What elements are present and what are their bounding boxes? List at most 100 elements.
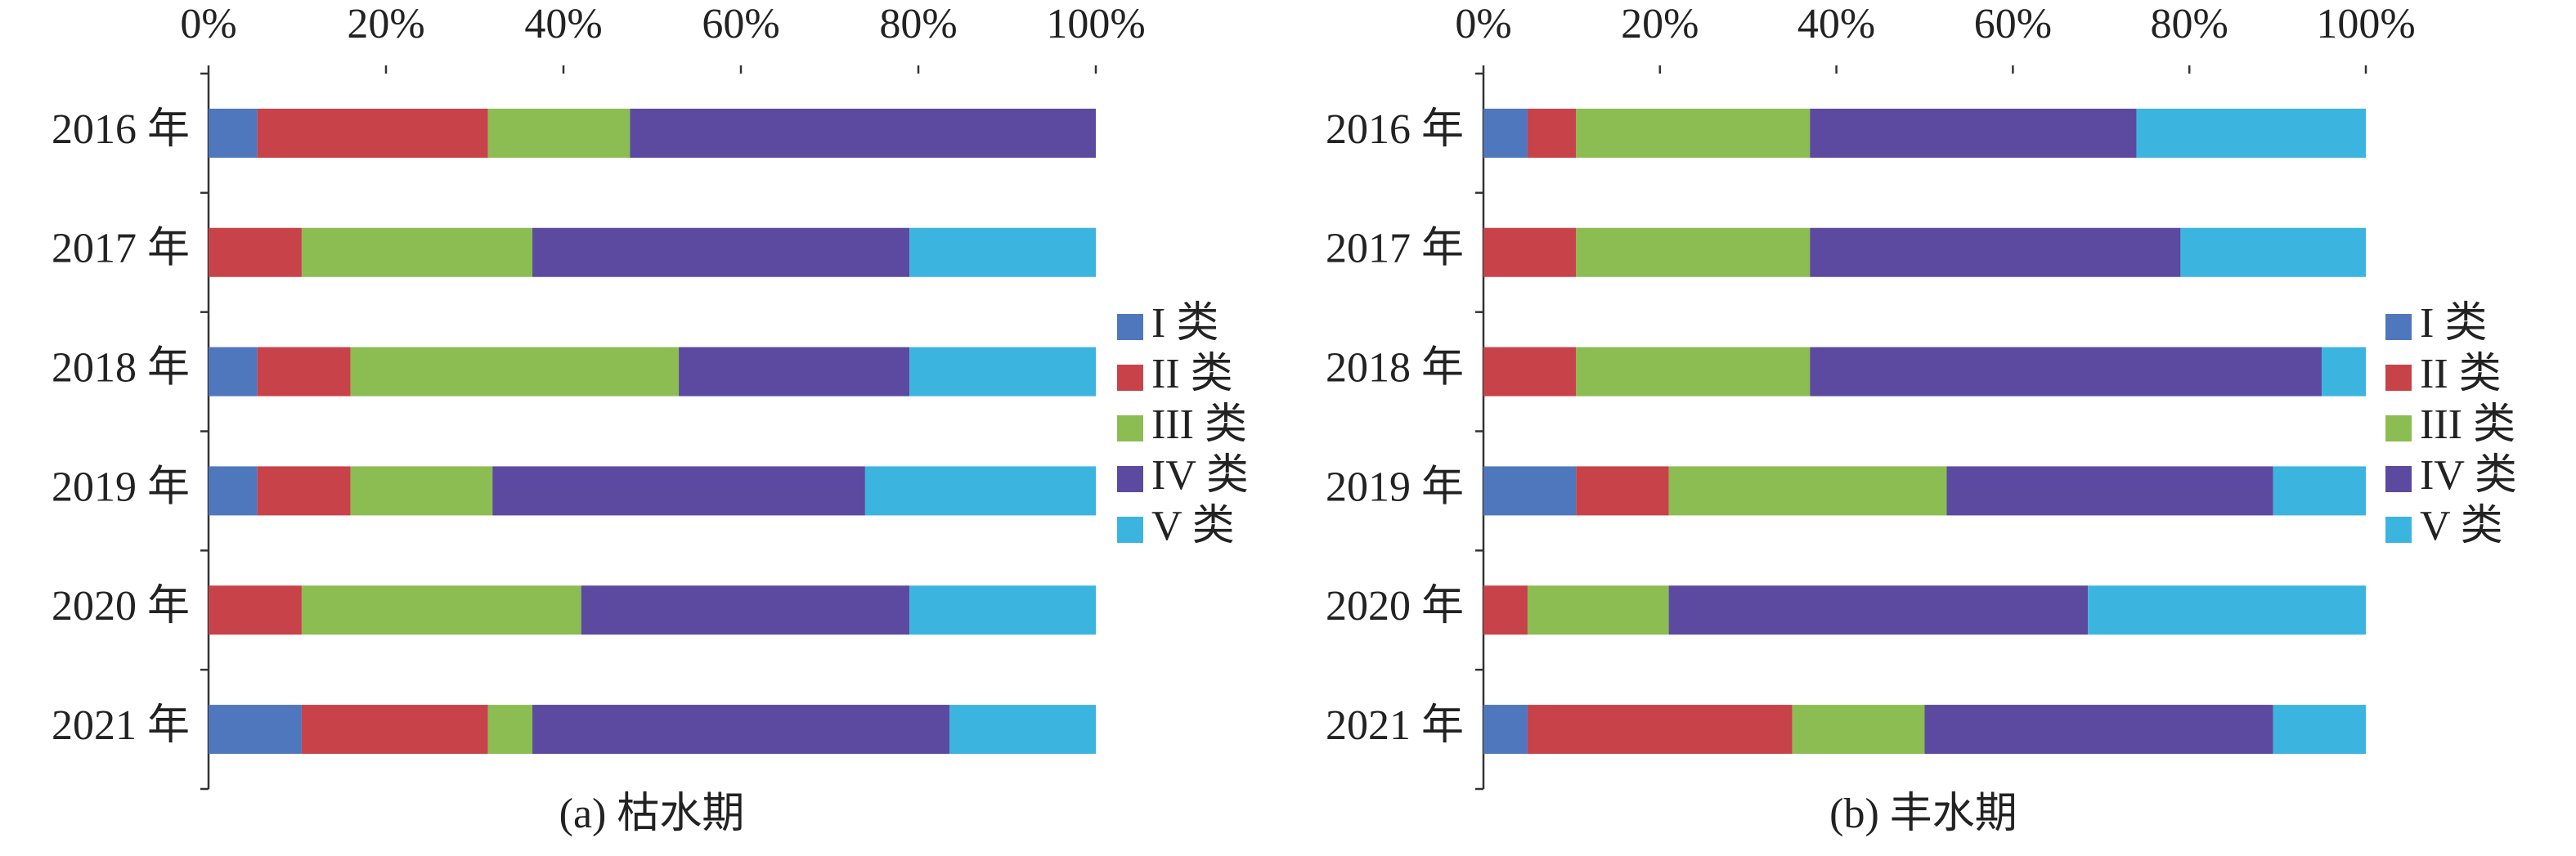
legend-swatch: [2385, 365, 2412, 391]
bar-segment: [909, 227, 1096, 277]
y-tick-label: 2021 年: [1326, 702, 1464, 749]
chart-caption: (b) 丰水期: [1829, 791, 2017, 837]
bar-segment: [209, 227, 302, 277]
bar-segment: [1527, 585, 1669, 635]
bar-segment: [209, 466, 258, 516]
bar-segment: [1576, 347, 1811, 397]
bar-segment: [2322, 347, 2366, 397]
bar-segment: [350, 347, 680, 397]
bar-segment: [1668, 585, 2089, 635]
bar-segment: [679, 347, 910, 397]
bar-segment: [1483, 585, 1528, 635]
legend-label: IV 类: [1151, 452, 1249, 499]
legend-swatch: [1117, 466, 1143, 492]
legend-swatch: [2385, 517, 2412, 543]
legend-swatch: [1117, 415, 1143, 441]
bar-segment: [1810, 347, 2322, 397]
x-tick-label: 100%: [2316, 1, 2415, 47]
bar-segment: [1576, 227, 1811, 277]
bar-segment: [2180, 227, 2366, 277]
y-tick-label: 2018 年: [52, 345, 190, 392]
x-tick-label: 0%: [180, 1, 236, 47]
bar-segment: [1924, 705, 2273, 755]
y-tick-label: 2017 年: [1326, 226, 1464, 272]
bar-segment: [532, 227, 910, 277]
legend-label: I 类: [1151, 300, 1218, 347]
y-tick-label: 2019 年: [1326, 464, 1464, 510]
bar-segment: [864, 466, 1096, 516]
bar-segment: [209, 347, 258, 397]
bar-segment: [257, 347, 351, 397]
bar-segment: [209, 705, 302, 755]
x-tick-label: 80%: [879, 1, 957, 47]
bar-segment: [1483, 108, 1528, 158]
y-tick-label: 2021 年: [52, 702, 190, 749]
y-tick-label: 2020 年: [52, 583, 190, 630]
bar-segment: [532, 705, 949, 755]
legend-label: V 类: [1151, 503, 1235, 549]
bar-segment: [301, 585, 581, 635]
x-tick-label: 80%: [2151, 1, 2228, 47]
bar-segment: [2273, 466, 2366, 516]
bar-segment: [909, 347, 1096, 397]
x-tick-label: 60%: [702, 1, 779, 47]
bar-segment: [301, 227, 533, 277]
y-tick-label: 2019 年: [52, 464, 190, 510]
bar-segment: [1483, 466, 1577, 516]
bar-segment: [1576, 466, 1669, 516]
x-tick-label: 60%: [1974, 1, 2052, 47]
legend-swatch: [1117, 314, 1143, 340]
x-tick-label: 100%: [1046, 1, 1145, 47]
bar-segment: [949, 705, 1096, 755]
x-tick-label: 20%: [347, 1, 424, 47]
bar-segment: [1483, 227, 1577, 277]
bar-segment: [1668, 466, 1947, 516]
legend-label: III 类: [1151, 401, 1247, 448]
legend-label: V 类: [2420, 503, 2503, 549]
y-tick-label: 2020 年: [1326, 583, 1464, 630]
bar-segment: [1527, 705, 1793, 755]
bar-segment: [1576, 108, 1811, 158]
bar-segment: [257, 466, 351, 516]
legend-swatch: [1117, 517, 1143, 543]
legend-label: II 类: [2420, 351, 2502, 397]
legend-swatch: [2385, 415, 2412, 441]
bar-segment: [492, 466, 865, 516]
bar-segment: [1483, 705, 1528, 755]
legend-label: III 类: [2420, 401, 2515, 448]
x-tick-label: 20%: [1621, 1, 1699, 47]
bar-segment: [1527, 108, 1577, 158]
bar-segment: [1810, 108, 2137, 158]
legend-swatch: [2385, 314, 2412, 340]
bar-segment: [209, 585, 302, 635]
bar-segment: [2273, 705, 2366, 755]
bar-segment: [1810, 227, 2181, 277]
bar-segment: [1946, 466, 2273, 516]
y-tick-label: 2016 年: [52, 106, 190, 153]
bar-segment: [487, 108, 631, 158]
legend-swatch: [2385, 466, 2412, 492]
bar-segment: [1792, 705, 1925, 755]
x-tick-label: 0%: [1455, 1, 1511, 47]
x-tick-label: 40%: [524, 1, 602, 47]
legend-label: I 类: [2420, 300, 2487, 347]
bar-segment: [909, 585, 1096, 635]
y-tick-label: 2016 年: [1326, 106, 1464, 153]
legend-label: II 类: [1151, 351, 1233, 397]
bar-segment: [301, 705, 488, 755]
y-tick-label: 2017 年: [52, 226, 190, 272]
y-tick-label: 2018 年: [1326, 345, 1464, 392]
bar-segment: [630, 108, 1096, 158]
bar-segment: [350, 466, 493, 516]
bar-segment: [487, 705, 533, 755]
bar-segment: [2088, 585, 2366, 635]
bar-segment: [581, 585, 910, 635]
chart-caption: (a) 枯水期: [559, 791, 745, 837]
legend-label: IV 类: [2420, 452, 2517, 499]
bar-segment: [257, 108, 488, 158]
legend-swatch: [1117, 365, 1143, 391]
x-tick-label: 40%: [1797, 1, 1875, 47]
bar-segment: [209, 108, 258, 158]
